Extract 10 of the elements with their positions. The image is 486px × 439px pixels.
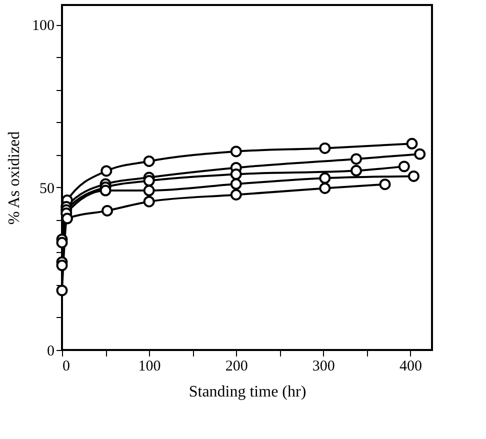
x-tick-label: 0 xyxy=(62,358,70,374)
x-tick-label: 100 xyxy=(138,358,161,374)
y-axis-title: % As oxidized xyxy=(6,131,23,225)
x-tick-label: 300 xyxy=(312,358,335,374)
x-tick-label: 200 xyxy=(225,358,248,374)
y-tick-label: 100 xyxy=(32,18,54,34)
x-axis-title: Standing time (hr) xyxy=(188,384,306,400)
y-tick-label: 50 xyxy=(40,180,54,197)
x-tick-label: 400 xyxy=(399,358,422,374)
y-tick-label: 0 xyxy=(47,344,54,360)
